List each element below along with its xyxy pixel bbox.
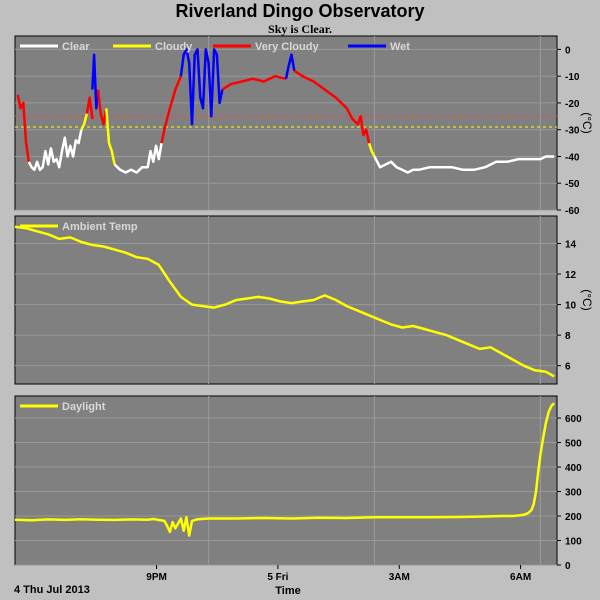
sky-status-subtitle: Sky is Clear. — [268, 22, 332, 36]
series-line-wet — [91, 53, 100, 110]
y-tick-label: 8 — [565, 331, 571, 342]
x-tick-label: 5 Fri — [267, 572, 288, 583]
y-tick-label: 12 — [565, 270, 577, 281]
plot-area — [14, 35, 558, 211]
y-tick-label: 6 — [565, 362, 571, 373]
series-line-very_cloudy — [221, 74, 287, 91]
series-line-very_cloudy — [293, 69, 371, 144]
y-tick-label: 0 — [565, 561, 571, 572]
legend-item-clear: Clear — [20, 41, 90, 53]
x-tick-label: 3AM — [389, 572, 410, 583]
series-line-cloudy — [105, 108, 116, 165]
series-line-cloudy — [367, 142, 376, 158]
y-tick-label: 500 — [565, 439, 582, 450]
series-line-clear — [373, 155, 555, 174]
legend-label: Ambient Temp — [62, 221, 138, 233]
series-line-very_cloudy — [160, 75, 183, 144]
y-tick-label: -10 — [565, 72, 580, 83]
y-tick-label: 0 — [565, 45, 571, 56]
unit-label: (°C) — [580, 289, 594, 310]
time-axis: 4 Thu Jul 2013 Time 9PM 5 Fri 3AM 6AM — [14, 565, 531, 597]
legend-label: Daylight — [62, 401, 106, 413]
legend-item-ambient: Ambient Temp — [20, 221, 138, 233]
series-line-clear — [113, 142, 163, 174]
legend-item-wet: Wet — [348, 41, 410, 53]
x-axis-label: Time — [275, 585, 300, 597]
series-line-cloudy — [80, 113, 89, 131]
series-line-ambient — [14, 225, 555, 378]
series-line-daylight — [14, 402, 556, 537]
y-tick-label: -60 — [565, 206, 580, 217]
y-tick-label: 200 — [565, 512, 582, 523]
legend-item-cloudy: Cloudy — [113, 41, 193, 53]
series-line-very_cloudy — [96, 89, 108, 126]
y-tick-label: -30 — [565, 126, 580, 137]
sky-temperature-panel: 0 -10 -20 -30 -40 -50 -60 Clear Cloudy Very Cloud… — [14, 35, 594, 217]
page-title: Riverland Dingo Observatory — [175, 1, 425, 21]
ambient-temperature-panel: 14 12 10 8 6 Ambient Temp (°C) — [14, 215, 594, 385]
y-tick-label: 100 — [565, 537, 582, 548]
y-tick-label: -40 — [565, 152, 580, 163]
unit-label: (°C) — [580, 112, 594, 133]
series-line-clear — [27, 129, 83, 172]
y-tick-label: 10 — [565, 301, 577, 312]
legend-label: Wet — [390, 41, 410, 53]
date-label: 4 Thu Jul 2013 — [14, 584, 90, 596]
series-line-very_cloudy — [16, 94, 31, 162]
legend-label: Cloudy — [155, 41, 193, 53]
series-line-very_cloudy — [85, 96, 94, 120]
y-tick-label: 300 — [565, 488, 582, 499]
y-tick-label: 14 — [565, 239, 577, 250]
y-tick-label: -20 — [565, 99, 580, 110]
legend-item-very_cloudy: Very Cloudy — [213, 41, 319, 53]
y-tick-label: 600 — [565, 414, 582, 425]
legend-item-daylight: Daylight — [20, 401, 106, 413]
y-tick-label: -50 — [565, 179, 580, 190]
series-line-wet — [179, 48, 224, 126]
daylight-panel: 600 500 400 300 200 100 0 Daylight — [14, 395, 582, 572]
x-tick-label: 6AM — [510, 572, 531, 583]
y-tick-label: 400 — [565, 463, 582, 474]
legend-label: Clear — [62, 41, 90, 53]
legend-label: Very Cloudy — [255, 41, 319, 53]
plot-area — [14, 215, 558, 385]
series-line-wet — [284, 53, 296, 80]
plot-area — [14, 395, 558, 566]
x-tick-label: 9PM — [146, 572, 167, 583]
